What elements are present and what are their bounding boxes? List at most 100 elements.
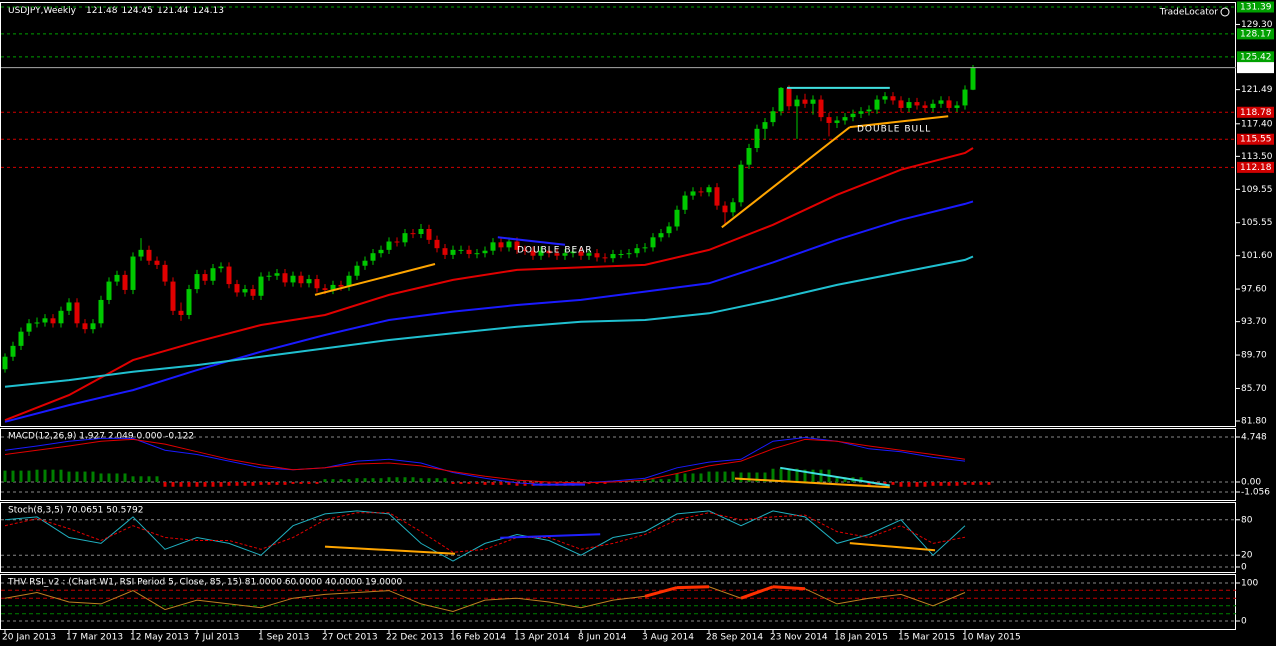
candle-body <box>546 250 552 254</box>
histogram-bar <box>779 468 783 482</box>
y-tick-label: 89.70 <box>1241 351 1267 361</box>
trendline <box>324 545 456 555</box>
candle-body <box>738 164 744 203</box>
y-tick-label: 81.80 <box>1241 417 1267 427</box>
histogram-bar <box>275 481 279 485</box>
candle-body <box>522 249 528 251</box>
candle-body <box>914 102 920 106</box>
x-tick-label: 27 Oct 2013 <box>322 633 378 643</box>
candle-body <box>10 345 16 357</box>
candle-body <box>82 323 88 330</box>
candle-body <box>618 254 624 256</box>
candle-body <box>938 100 944 104</box>
candle-body <box>234 284 240 293</box>
histogram-bar <box>483 481 487 485</box>
candle-body <box>282 273 288 283</box>
level-label: 125.42 <box>1240 52 1272 62</box>
x-tick-label: 18 Jan 2015 <box>834 633 888 643</box>
current-price-box <box>1237 62 1274 74</box>
trendline <box>734 477 890 489</box>
candle-body <box>706 187 712 193</box>
histogram-bar <box>467 481 471 484</box>
candle-body <box>394 241 400 243</box>
histogram-bar <box>243 481 247 486</box>
histogram-bar <box>267 481 271 485</box>
histogram-bar <box>203 481 207 487</box>
candle-body <box>554 253 560 256</box>
candle-body <box>290 275 296 283</box>
candle-body <box>714 187 720 206</box>
y-tick-label: 109.55 <box>1241 185 1273 195</box>
x-tick-label: 17 Mar 2013 <box>66 633 123 643</box>
histogram-bar <box>403 477 407 482</box>
y-tick-label: 113.50 <box>1241 152 1273 162</box>
trendline <box>500 533 601 539</box>
candle-body <box>810 99 816 104</box>
candle-body <box>650 237 656 248</box>
candle-body <box>954 105 960 108</box>
histogram-bar <box>3 470 7 482</box>
y-tick-label: -1.056 <box>1241 488 1270 498</box>
histogram-bar <box>451 481 455 484</box>
candle-body <box>602 257 608 259</box>
histogram-bar <box>99 473 103 482</box>
histogram-bar <box>27 470 31 482</box>
candle-body <box>930 103 936 108</box>
histogram-bar <box>331 479 335 482</box>
candle-body <box>34 322 40 324</box>
x-tick-label: 15 Mar 2015 <box>898 633 955 643</box>
histogram-bar <box>691 473 695 482</box>
candle-body <box>626 253 632 255</box>
candle-body <box>466 249 472 255</box>
histogram-bar <box>371 478 375 482</box>
histogram-bar <box>355 478 359 482</box>
histogram-bar <box>419 478 423 482</box>
candle-body <box>146 249 152 261</box>
histogram-bar <box>43 469 47 482</box>
level-label: 115.55 <box>1240 135 1272 145</box>
candle-body <box>194 274 200 290</box>
x-tick-label: 13 Apr 2014 <box>514 633 570 643</box>
candle-body <box>258 276 264 296</box>
candle-body <box>538 250 544 256</box>
candle-body <box>698 191 704 193</box>
histogram-bar <box>755 472 759 482</box>
candle-body <box>410 233 416 235</box>
candle-body <box>74 302 80 324</box>
candle-body <box>106 281 112 300</box>
trendline <box>780 466 890 487</box>
candle-body <box>722 205 728 213</box>
candle-body <box>322 288 328 290</box>
candle-body <box>474 253 480 255</box>
histogram-bar <box>899 481 903 487</box>
histogram-bar <box>283 481 287 485</box>
histogram-bar <box>75 471 79 482</box>
histogram-bar <box>867 481 871 485</box>
candle-body <box>794 99 800 107</box>
rsi-panel <box>0 574 1236 630</box>
candle-body <box>834 120 840 123</box>
candle-body <box>50 318 56 324</box>
x-tick-label: 12 May 2013 <box>130 633 189 643</box>
histogram-bar <box>939 481 943 486</box>
candle-body <box>730 202 736 213</box>
candle-body <box>138 249 144 257</box>
overbought-segment <box>676 585 710 590</box>
histogram-bar <box>971 481 975 485</box>
candle-body <box>890 96 896 101</box>
candle-body <box>18 331 24 346</box>
candle-body <box>786 87 792 107</box>
level-label: 118.78 <box>1240 108 1272 118</box>
x-tick-label: 7 Jul 2013 <box>194 633 239 643</box>
histogram-bar <box>307 481 311 484</box>
histogram-bar <box>491 481 495 485</box>
candle-body <box>826 117 832 123</box>
candle-body <box>186 289 192 315</box>
candle-body <box>202 274 208 281</box>
candle-body <box>218 266 224 269</box>
indicator-line <box>4 436 966 486</box>
histogram-bar <box>787 468 791 482</box>
candle-body <box>178 310 184 315</box>
candle-body <box>226 266 232 285</box>
